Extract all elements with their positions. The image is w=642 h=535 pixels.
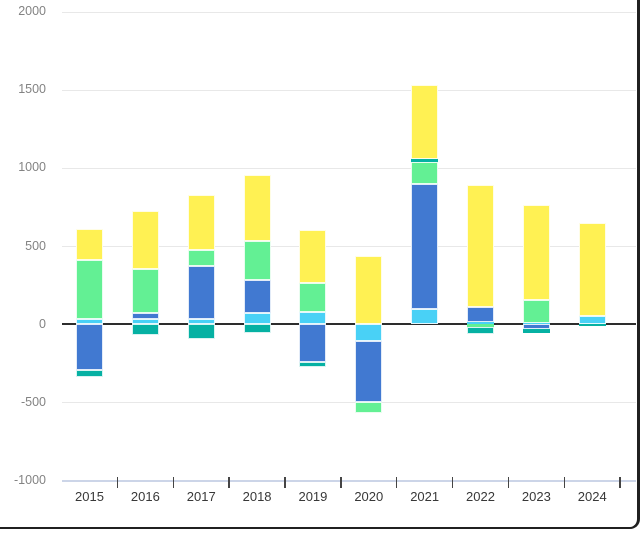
bar-segment-2016-blue xyxy=(131,312,159,319)
x-axis-tick xyxy=(451,477,454,488)
x-axis-tick xyxy=(228,477,230,488)
bar-segment-2019-lightblue xyxy=(299,311,327,325)
bar-segment-2021-lightblue xyxy=(411,308,439,325)
gridline xyxy=(62,11,636,13)
bar-segment-2019-teal xyxy=(299,361,327,368)
bar-segment-2021-green xyxy=(411,161,439,184)
bar-segment-2016-teal xyxy=(131,324,159,336)
bar-segment-2022-green xyxy=(467,324,495,327)
gridline xyxy=(62,402,636,404)
bar-segment-2018-blue xyxy=(243,280,271,313)
bar-segment-2020-blue xyxy=(355,340,383,403)
x-axis-label: 2024 xyxy=(577,489,607,504)
x-axis-label: 2018 xyxy=(242,489,272,504)
bar-segment-2023-teal xyxy=(522,328,550,333)
bar-segment-2016-yellow xyxy=(131,210,159,269)
bar-segment-2022-lightblue xyxy=(467,321,495,325)
bar-segment-2017-yellow xyxy=(187,194,215,250)
zero-axis-line xyxy=(62,323,636,326)
bar-segment-2016-lightblue xyxy=(131,318,159,325)
bar-segment-2017-blue xyxy=(187,265,215,319)
y-axis-label: -1000 xyxy=(14,473,46,487)
x-axis-tick xyxy=(619,477,621,488)
bar-segment-2024-teal xyxy=(578,324,606,326)
x-axis-label: 2017 xyxy=(186,489,216,504)
bar-segment-2022-yellow xyxy=(467,185,495,308)
gridline xyxy=(62,167,636,169)
bar-segment-2023-yellow xyxy=(522,204,550,300)
x-axis-tick xyxy=(172,477,175,488)
x-axis-tick xyxy=(395,477,398,488)
bar-segment-2015-teal xyxy=(76,369,103,377)
y-axis-label: 1000 xyxy=(18,160,46,175)
bar-segment-2019-yellow xyxy=(299,230,327,283)
bar-segment-2019-green xyxy=(299,282,327,312)
bar-segment-2019-blue xyxy=(299,324,327,362)
bar-segment-2023-green xyxy=(522,300,550,323)
x-axis-tick xyxy=(563,477,566,488)
bar-segment-2015-lightblue xyxy=(76,318,103,325)
bar-segment-2023-blue xyxy=(522,324,550,329)
x-axis-tick xyxy=(507,477,510,488)
bar-segment-2015-yellow xyxy=(76,228,103,261)
bar-segment-2017-lightblue xyxy=(187,318,215,325)
bar-segment-2021-teal xyxy=(411,158,439,162)
bar-segment-2021-blue xyxy=(411,183,439,309)
bar-segment-2024-lightblue xyxy=(578,315,606,325)
gridline xyxy=(62,246,636,248)
y-axis-label: 2000 xyxy=(18,4,46,19)
bar-segment-2015-green xyxy=(76,260,103,319)
x-axis-line xyxy=(62,480,636,482)
bar-segment-2020-lightblue xyxy=(355,324,383,341)
bar-segment-2016-green xyxy=(131,268,159,313)
bar-segment-2017-teal xyxy=(187,324,215,340)
x-axis-label: 2021 xyxy=(410,489,440,504)
gridline xyxy=(62,89,636,91)
bar-segment-2017-green xyxy=(187,250,215,266)
x-axis-label: 2023 xyxy=(521,489,551,504)
x-axis-tick xyxy=(340,477,342,488)
bar-segment-2015-blue xyxy=(76,324,103,370)
x-axis-label: 2016 xyxy=(130,489,160,504)
bar-segment-2021-yellow xyxy=(411,85,439,159)
bar-segment-2024-yellow xyxy=(578,223,606,316)
x-axis-tick xyxy=(116,477,119,488)
x-axis-label: 2019 xyxy=(298,489,328,504)
bar-segment-2023-lightblue xyxy=(522,322,550,325)
x-axis-label: 2015 xyxy=(75,489,104,504)
bar-segment-2022-teal xyxy=(467,326,495,335)
x-axis-label: 2020 xyxy=(354,489,384,504)
bar-segment-2018-yellow xyxy=(243,174,271,242)
x-axis-tick xyxy=(284,477,286,488)
y-axis-label: 1500 xyxy=(18,82,46,97)
bar-segment-2022-blue xyxy=(467,307,495,322)
bar-segment-2020-yellow xyxy=(355,256,383,325)
y-axis-label: 500 xyxy=(25,238,46,253)
bar-segment-2020-green xyxy=(355,402,383,414)
x-axis-label: 2022 xyxy=(466,489,495,504)
y-axis-label: 0 xyxy=(39,316,46,331)
bar-segment-2018-lightblue xyxy=(243,312,271,325)
bar-segment-2018-green xyxy=(243,241,271,281)
bar-segment-2018-teal xyxy=(243,324,271,333)
y-axis-label: -500 xyxy=(20,394,46,409)
